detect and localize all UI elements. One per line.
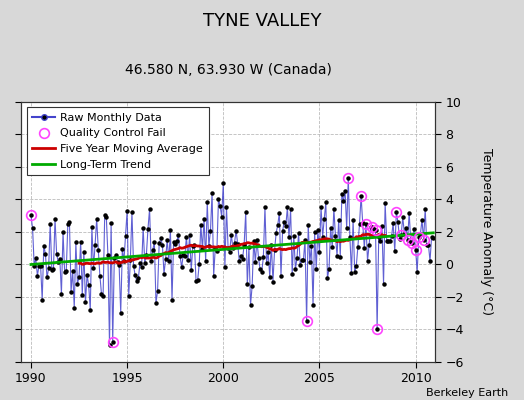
Text: Berkeley Earth: Berkeley Earth [426,388,508,398]
Y-axis label: Temperature Anomaly (°C): Temperature Anomaly (°C) [481,148,493,315]
Title: 46.580 N, 63.930 W (Canada): 46.580 N, 63.930 W (Canada) [125,63,332,77]
Text: TYNE VALLEY: TYNE VALLEY [203,12,321,30]
Legend: Raw Monthly Data, Quality Control Fail, Five Year Moving Average, Long-Term Tren: Raw Monthly Data, Quality Control Fail, … [27,107,209,175]
